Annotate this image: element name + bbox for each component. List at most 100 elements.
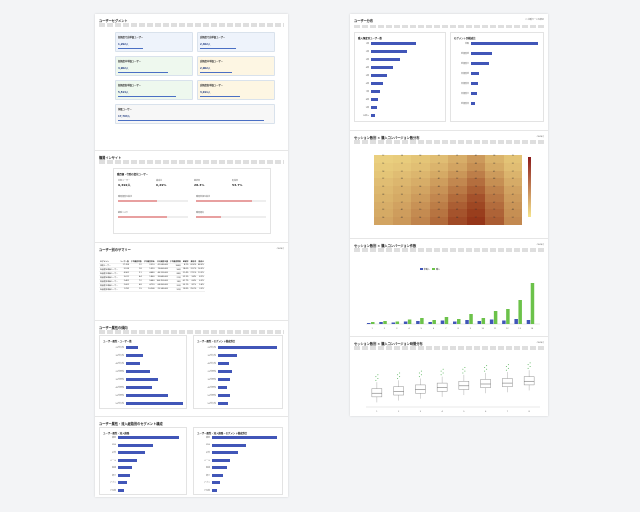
channel-section: ユーザー属性・流入経路別のセグメント構成 ユーザー属性・流入経路 検索 SNS 広告… — [95, 416, 288, 497]
channel-panel: ユーザー属性・流入経路 検索 SNS 広告 メール 直接 紹介 アプリ その他 — [99, 427, 187, 495]
bar-label: 直接 — [111, 467, 116, 469]
heatmap-grid: 12 14 18 22 31 42 28 19 15 17 21 27 36 48 33 22 18 22 26 33… — [374, 155, 522, 225]
summary-title: ユーザー別のサマリー — [99, 248, 131, 252]
bar-label: 30代男性 — [115, 379, 124, 381]
bar-非購入 — [416, 321, 420, 324]
outlier-point — [420, 370, 422, 372]
segment-value: 2,402人 — [200, 43, 211, 46]
table-row[interactable]: 低頻度高単価ユーザー 1,292 1.9 10,240 25,140,000 92日 19.… — [99, 287, 205, 292]
segment-level-bar — [118, 96, 176, 97]
heatmap-cell: 33 — [485, 162, 504, 171]
table-cell: 9.8% — [189, 275, 198, 280]
bar-非購入 — [465, 320, 469, 324]
table-cell: 184日 — [168, 263, 182, 268]
table-cell: 2.1 — [129, 271, 143, 276]
outlier-point — [464, 370, 466, 372]
table-cell: 低頻度高単価ユーザー — [99, 287, 119, 292]
heatmap-cell: 60 — [448, 186, 467, 194]
segment-card[interactable]: 低頻度中単価ユーザー 4,902人 — [115, 56, 193, 76]
heatmap-cell: 33 — [374, 209, 393, 218]
segment-share-panel: セグメント別構成比 休眠 低頻度低 低頻度中 高頻度低 高頻度高 高頻度中 低頻度高 — [450, 32, 544, 122]
section-description — [354, 248, 544, 252]
bar-label: 広告 — [205, 452, 210, 454]
table-cell: 高頻度高単価ユーザー — [99, 279, 119, 284]
table-cell: 18日 — [168, 279, 182, 284]
csv-export-button[interactable]: CSV出力 — [536, 342, 544, 344]
table-cell: 20日 — [168, 283, 182, 288]
panel-title: ユーザー属性・流入経路・セグメント構成割合 — [197, 432, 248, 435]
table-cell: 高頻度中単価ユーザー — [99, 283, 119, 288]
outlier-point — [529, 362, 531, 364]
csv-export-button[interactable]: CSV出力 — [536, 244, 544, 246]
segment-card[interactable]: 高頻度中単価ユーザー 2,002人 — [197, 56, 275, 76]
x-tick-label: 3 — [396, 328, 398, 330]
bar-購入 — [518, 300, 522, 324]
heatmap-cell: 37 — [503, 186, 522, 194]
table-cell: 8.2% — [181, 263, 190, 268]
segment-card[interactable]: 低頻度で高単価ユーザー 1,292人 — [115, 32, 193, 52]
heatmap-cell: 57 — [466, 170, 485, 179]
bar-label: 紹介 — [205, 474, 210, 477]
segment-card[interactable]: 高頻度低単価ユーザー 3,011人 — [197, 80, 275, 100]
bar-label: 40代男性 — [207, 387, 216, 389]
heatmap-title: セッション数別 × 購入コンバージョン数分布 — [354, 136, 420, 140]
bar-label: 直接 — [205, 467, 210, 469]
heatmap-section: セッション数別 × 購入コンバージョン数分布 CSV出力 12 14 18 22 31 4… — [350, 130, 548, 234]
heatmap-cell: 28 — [485, 155, 504, 163]
table-row[interactable]: 休眠ユーザー 17,704 1.2 2,310 41,240,000 184日 8.2% 62… — [99, 263, 205, 268]
bar-label: 50代女性 — [115, 403, 124, 405]
segment-card[interactable]: 高頻度で高単価ユーザー 2,402人 — [197, 32, 275, 52]
table-row[interactable]: 高頻度低単価ユーザー 3,011 6.4 1,860 35,840,000 21日 52.3… — [99, 275, 205, 280]
heatmap-cell: 41 — [411, 193, 430, 202]
heatmap-color-scale — [528, 157, 531, 217]
csv-export-button[interactable]: CSV出力 — [536, 136, 544, 138]
heatmap-cell: 36 — [374, 217, 393, 225]
heatmap-cell: 18 — [374, 170, 393, 179]
heatmap-cell: 43 — [392, 217, 411, 225]
segment-value: 4,902人 — [118, 67, 129, 70]
table-cell: 166,700,000 — [155, 279, 169, 284]
x-tick-label: 8 — [458, 328, 460, 330]
segment-card[interactable]: 低頻度低単価ユーザー 5,514人 — [115, 80, 193, 100]
table-cell: 休眠ユーザー — [99, 263, 119, 268]
table-cell: 92日 — [168, 287, 182, 292]
x-tick-label: 7 — [445, 328, 447, 330]
table-row[interactable]: 低頻度中単価ユーザー 4,902 2.1 4,480 46,120,000 88日 21.4… — [99, 271, 205, 276]
channel-share-panel: ユーザー属性・流入経路・セグメント構成割合 検索 SNS 広告 メール 直接 紹介 アプリそ… — [193, 427, 283, 495]
bar-label: 4回 — [365, 67, 369, 69]
segment-card[interactable]: 休眠ユーザー 17,704人 — [115, 104, 275, 124]
bar-label: 20代女性 — [115, 347, 124, 349]
bar — [126, 394, 168, 397]
bar — [118, 473, 130, 477]
table-cell: 6.8 — [129, 283, 143, 288]
table-row[interactable]: 高頻度高単価ユーザー 2,402 7.2 9,640 166,700,000 18日 61.… — [99, 279, 205, 284]
heatmap-cell: 44 — [448, 170, 467, 179]
insight-bar-label: 購買単価の変化 — [196, 196, 211, 198]
table-row[interactable]: 高頻度中単価ユーザー 2,002 6.8 4,720 64,260,000 20日 55.1… — [99, 283, 205, 288]
segment-value: 2,002人 — [200, 67, 211, 70]
heatmap-cell: 33 — [429, 170, 448, 179]
x-tick-label: 11 — [494, 328, 497, 330]
heatmap-cell: 36 — [448, 162, 467, 171]
bar-label: 休眠 — [464, 43, 469, 45]
insight-card-title: 購買額・行動の変化ユーザー — [117, 173, 149, 176]
heatmap-cell: 12 — [374, 155, 393, 163]
section-description — [354, 25, 544, 28]
table-row[interactable]: 低頻度低単価ユーザー 5,514 1.8 1,920 19,060,000 96日 18.6… — [99, 267, 205, 272]
segment-level-bar — [200, 96, 240, 97]
outlier-point — [486, 368, 488, 370]
compare-toggle[interactable]: ☐ 比較モードを表示 — [525, 19, 544, 21]
bar — [212, 443, 247, 447]
bar-購入 — [506, 309, 510, 324]
csv-export-button[interactable]: CSV出力 — [276, 248, 284, 250]
bar — [212, 488, 218, 492]
bar-非購入 — [379, 322, 383, 324]
bar-label: 9回 — [365, 107, 369, 109]
bar — [471, 72, 480, 75]
bar-購入 — [493, 311, 498, 324]
bar-label: その他 — [109, 489, 116, 492]
bar — [218, 370, 232, 373]
heatmap-cell: 67 — [485, 201, 504, 210]
bar-購入 — [469, 314, 473, 324]
heatmap-cell: 32 — [503, 178, 522, 187]
